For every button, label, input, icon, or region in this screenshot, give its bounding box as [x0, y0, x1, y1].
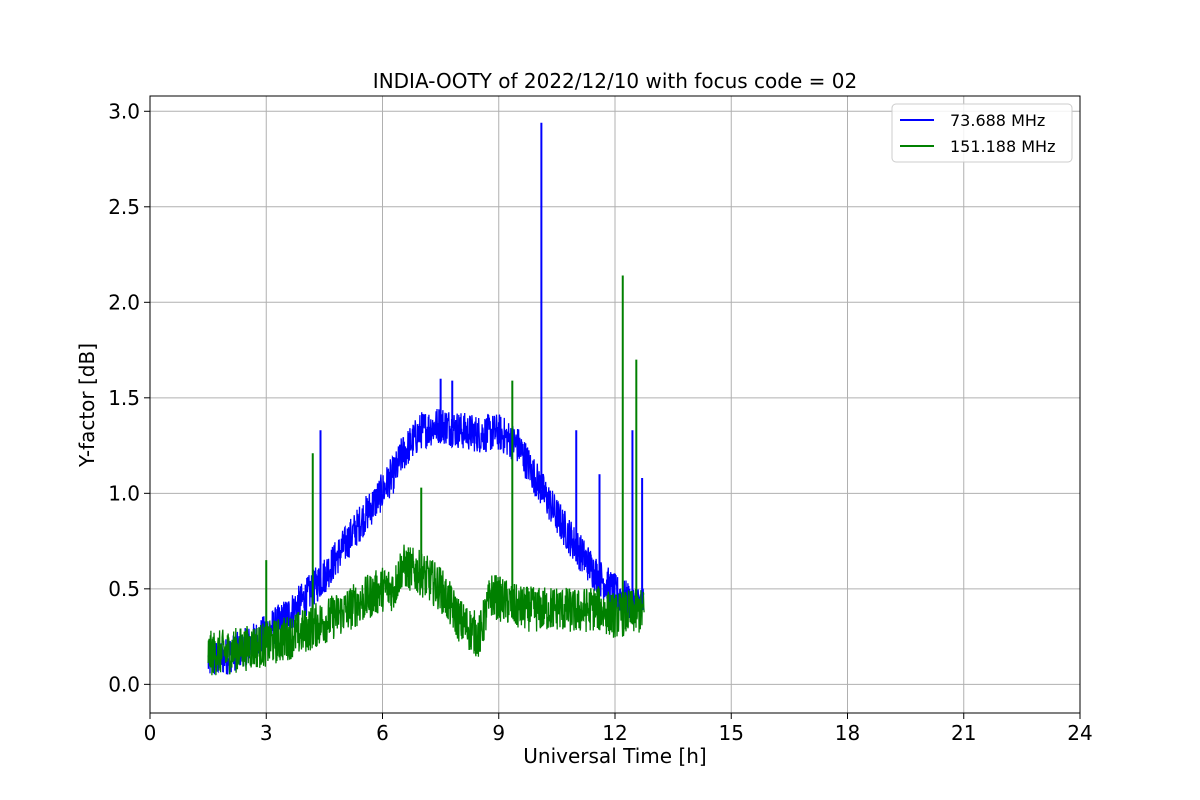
- y-axis-label: Y-factor [dB]: [75, 343, 99, 468]
- series-layer: [207, 122, 645, 676]
- y-tick-label: 1.5: [108, 386, 140, 410]
- x-tick-label: 12: [602, 721, 627, 745]
- y-tick-label: 3.0: [108, 99, 140, 123]
- x-tick-label: 15: [719, 721, 744, 745]
- x-axis: 0 3 6 9 12 15 18 21 24: [144, 713, 1093, 745]
- series-line-blue: [207, 408, 645, 675]
- legend: 73.688 MHz 151.188 MHz: [891, 103, 1073, 163]
- x-tick-label: 9: [492, 721, 505, 745]
- x-tick-label: 21: [951, 721, 976, 745]
- y-tick-label: 2.5: [108, 195, 140, 219]
- x-tick-label: 18: [835, 721, 860, 745]
- y-tick-label: 0.5: [108, 577, 140, 601]
- series-line-green: [207, 544, 645, 676]
- legend-label: 73.688 MHz: [950, 111, 1045, 130]
- x-axis-label: Universal Time [h]: [523, 744, 706, 768]
- y-tick-label: 0.0: [108, 672, 140, 696]
- y-tick-label: 2.0: [108, 290, 140, 314]
- x-tick-label: 3: [260, 721, 273, 745]
- x-tick-label: 0: [144, 721, 157, 745]
- x-tick-label: 24: [1067, 721, 1092, 745]
- x-tick-label: 6: [376, 721, 389, 745]
- y-axis: 0.0 0.5 1.0 1.5 2.0 2.5 3.0: [108, 99, 150, 696]
- plot-area: 0 3 6 9 12 15 18 21 24 0.0 0.5 1.0 1.5 2.0 2.5 3.0: [108, 95, 1093, 745]
- y-tick-label: 1.0: [108, 481, 140, 505]
- legend-label: 151.188 MHz: [950, 137, 1055, 156]
- chart-title: INDIA-OOTY of 2022/12/10 with focus code…: [373, 69, 857, 93]
- legend-box: [891, 103, 1073, 163]
